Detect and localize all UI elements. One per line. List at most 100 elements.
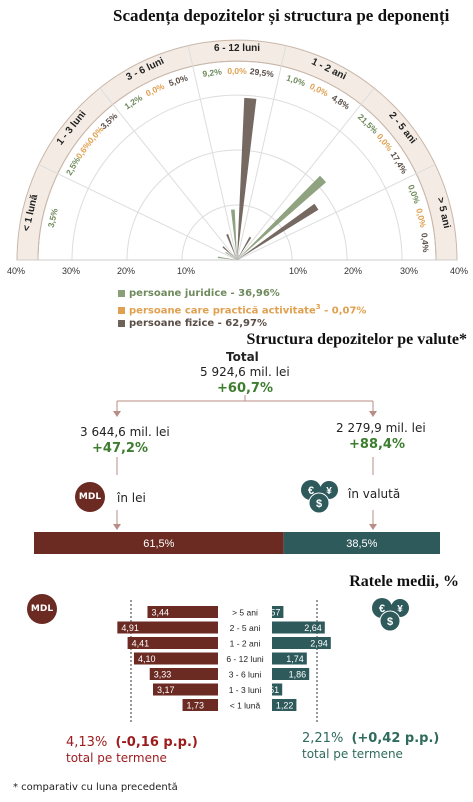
polar-axis-tick: 20% [117, 266, 135, 276]
share-bar-valuta [283, 532, 440, 554]
valuta-label: în valută [348, 487, 401, 501]
currency-share-bar: 61,5% 38,5% [34, 532, 440, 554]
polar-grid-ring-inner-edge [37, 60, 437, 261]
svg-text:€: € [308, 485, 314, 497]
rates-bar-valuta-label: 1,86 [289, 670, 307, 680]
rates-bar-valuta [272, 637, 331, 649]
polar-axis-tick: 20% [344, 266, 362, 276]
rates-bar-valuta [272, 699, 297, 711]
val-total-rate: 2,21% (+0,42 p.p.) [302, 731, 439, 746]
polar-axis-tick: 10% [289, 266, 307, 276]
polar-wedge-persoane-juridice [225, 251, 237, 260]
polar-chart: 40% 30% 20% 10% 10% 20% 30% 40%< 1 lună 3,5%1 - … [7, 39, 468, 276]
share-bar-lei-label: 61,5% [143, 538, 174, 550]
rates-bar-mdl [153, 683, 218, 696]
rates-category-label: < 1 lună [230, 701, 261, 711]
polar-category-label: 6 - 12 luni [214, 43, 260, 54]
polar-radial-line-6 [236, 164, 436, 261]
legend-activitate-sup: 3 [315, 303, 321, 311]
legend-juridice-label: persoane juridice - 36,96% [129, 288, 280, 299]
rates-title: Ratele medii, % [349, 573, 459, 590]
rates-bar-valuta [272, 683, 283, 696]
rates-bar-mdl-label: 1,73 [187, 701, 205, 711]
polar-value-label: 0,4% [419, 232, 431, 253]
polar-value-label: 5,0% [167, 72, 189, 88]
polar-value-label: 0,0% [144, 81, 166, 99]
polar-chart-title: Scadența depozitelor și structura pe dep… [113, 6, 450, 25]
polar-axis-tick: 10% [177, 266, 195, 276]
polar-value-label: 0,0% [414, 207, 428, 229]
polar-axis-tick: 40% [7, 266, 25, 276]
polar-radial-line-4 [236, 45, 287, 261]
mdl-badge-rates: MDL [27, 594, 57, 624]
rates-bar-valuta [272, 668, 310, 680]
rates-bar-valuta-label: 2,94 [310, 639, 328, 649]
rates-bar-mdl [133, 652, 218, 665]
rates-bar-mdl [182, 699, 218, 711]
rates-bar-mdl-label: 3,33 [154, 670, 172, 680]
polar-axis-tick: 40% [450, 266, 468, 276]
polar-radial-line-1 [38, 164, 238, 261]
rates-category-label: 1 - 2 ani [230, 639, 261, 649]
rates-bar-mdl-label: 4,91 [121, 623, 139, 633]
rates-bar-valuta-label: 0,57 [263, 608, 281, 618]
lei-total-value: 4,13% [66, 735, 108, 750]
rates-bar-valuta-label: 0,51 [262, 685, 280, 695]
legend-fizice: persoane fizice - 62,97% [118, 318, 267, 329]
legend-activitate: persoane care practică activitate3 - 0,0… [118, 303, 366, 316]
rates-category-label: 3 - 6 luni [229, 670, 262, 680]
valuta-value: 2 279,9 mil. lei [336, 421, 426, 435]
polar-value-label: 9,2% [202, 66, 223, 79]
polar-radial-line-5 [236, 87, 375, 261]
rates-bar-valuta-label: 2,64 [304, 623, 322, 633]
polar-radial-line-2 [99, 87, 238, 261]
rates-bar-mdl [147, 606, 218, 618]
share-bar-valuta-label: 38,5% [346, 538, 377, 550]
polar-wedge-persoane-fizice [226, 233, 237, 260]
polar-value-label: 3,5% [46, 207, 60, 229]
polar-radial-line-3 [187, 45, 238, 261]
polar-wedge-persoane-fizice [237, 97, 257, 260]
footnote: * comparativ cu luna precedentă [13, 782, 178, 793]
rates-bar-mdl-label: 3,17 [157, 685, 175, 695]
share-bar-lei [34, 532, 284, 554]
rates-bar-mdl [117, 621, 218, 634]
rates-bar-valuta [272, 652, 307, 665]
mdl-badge: MDL [75, 482, 105, 512]
currency-structure-title: Structura depozitelor pe valute* [246, 331, 467, 348]
lei-total-rate: 4,13% (-0,16 p.p.) [66, 735, 198, 750]
polar-wedge-persoane-fizice [237, 203, 319, 260]
total-label: Total [226, 350, 259, 364]
connector-lines [113, 395, 377, 530]
legend-activitate-label: persoane care practică activitate [129, 305, 316, 317]
rates-bar-mdl-label: 4,41 [132, 639, 150, 649]
lei-value: 3 644,6 mil. lei [80, 425, 170, 439]
rates-bar-mdl [127, 637, 218, 649]
mdl-badge-text: MDL [78, 492, 102, 502]
polar-value-label: 1,0% [285, 73, 307, 89]
valuta-change: +88,4% [349, 437, 405, 452]
legend-juridice: persoane juridice - 36,96% [118, 288, 280, 299]
polar-grid-ring-30 [71, 94, 403, 261]
mdl-badge-rates-text: MDL [30, 604, 54, 614]
polar-value-label: 0,0% [227, 66, 247, 76]
val-total-value: 2,21% [302, 731, 344, 746]
svg-text:€: € [379, 603, 385, 615]
lei-total-caption: total pe termene [66, 751, 167, 765]
rates-bar-valuta-label: 1,74 [286, 654, 304, 664]
rates-bar-mdl-label: 4,10 [138, 654, 156, 664]
svg-text:$: $ [316, 498, 322, 510]
polar-wedge-persoane-juridice [233, 254, 237, 260]
polar-grid-ring-20 [126, 149, 348, 261]
lei-total-delta: (-0,16 p.p.) [115, 735, 198, 750]
rates-chart: 3,44 > 5 ani 0,57 4,91 2 - 5 ani 2,64 4,41 1 - … [117, 600, 331, 722]
polar-wedge-persoane-fizice [222, 246, 237, 260]
legend-fizice-swatch [118, 319, 125, 327]
legend-activitate-suffix: - 0,07% [320, 305, 367, 317]
currency-icon: € ¥ $ [301, 480, 338, 514]
rates-category-label: > 5 ani [232, 608, 258, 618]
polar-wedge-persoane-juridice [237, 254, 240, 260]
legend-activitate-swatch [118, 306, 125, 314]
legend-juridice-swatch [118, 289, 125, 297]
svg-text:¥: ¥ [397, 604, 403, 615]
